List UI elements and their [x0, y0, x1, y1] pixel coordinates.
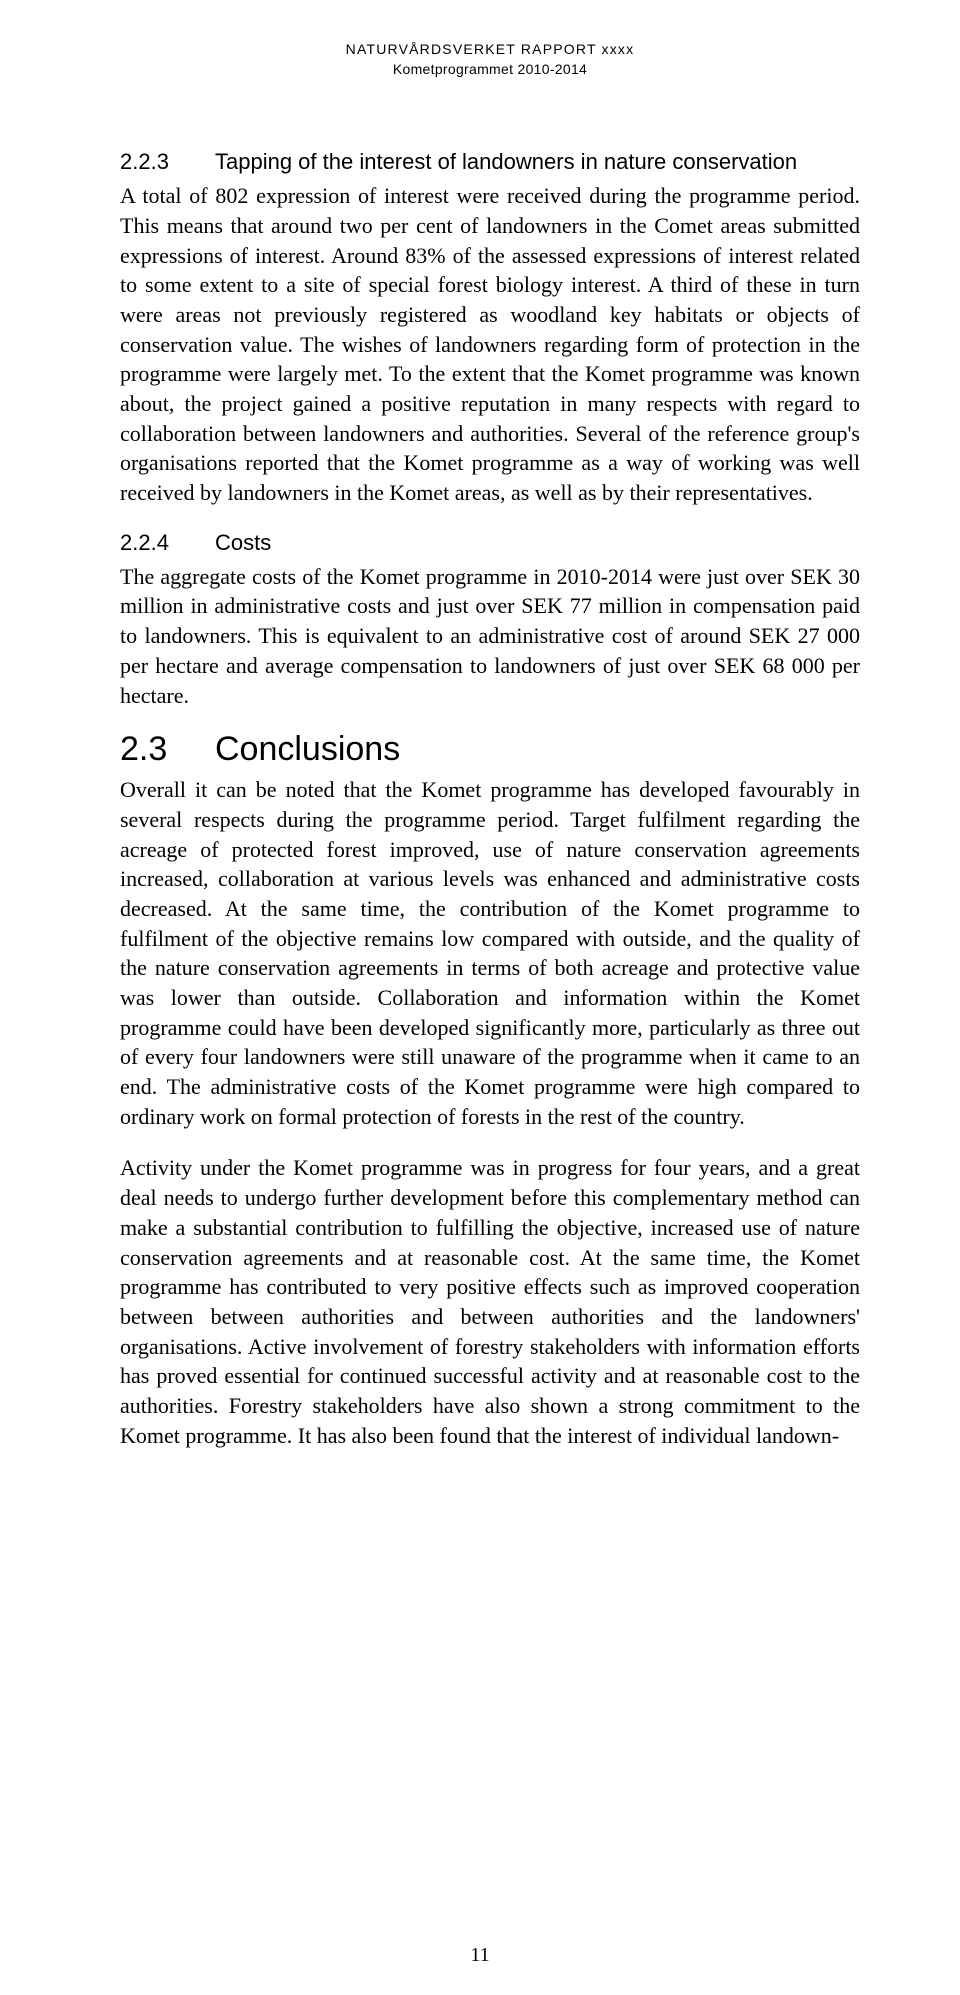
page-number: 11	[0, 1944, 960, 1967]
document-page: NATURVÅRDSVERKET RAPPORT xxxx Kometprogr…	[0, 0, 960, 1995]
heading-title: Tapping of the interest of landowners in…	[215, 149, 797, 174]
paragraph-2-3-b: Activity under the Komet programme was i…	[120, 1153, 860, 1450]
heading-2-2-3: 2.2.3Tapping of the interest of landowne…	[120, 149, 860, 175]
heading-title: Costs	[215, 530, 271, 555]
heading-2-3: 2.3Conclusions	[120, 730, 860, 769]
paragraph-2-2-4: The aggregate costs of the Komet program…	[120, 562, 860, 710]
page-header: NATURVÅRDSVERKET RAPPORT xxxx Kometprogr…	[120, 40, 860, 79]
heading-title: Conclusions	[215, 730, 400, 768]
heading-number: 2.3	[120, 730, 215, 769]
paragraph-2-2-3: A total of 802 expression of interest we…	[120, 181, 860, 508]
heading-number: 2.2.4	[120, 530, 215, 556]
heading-2-2-4: 2.2.4Costs	[120, 530, 860, 556]
heading-number: 2.2.3	[120, 149, 215, 175]
header-line-1: NATURVÅRDSVERKET RAPPORT xxxx	[120, 40, 860, 60]
header-line-2: Kometprogrammet 2010-2014	[120, 60, 860, 80]
paragraph-2-3-a: Overall it can be noted that the Komet p…	[120, 775, 860, 1131]
